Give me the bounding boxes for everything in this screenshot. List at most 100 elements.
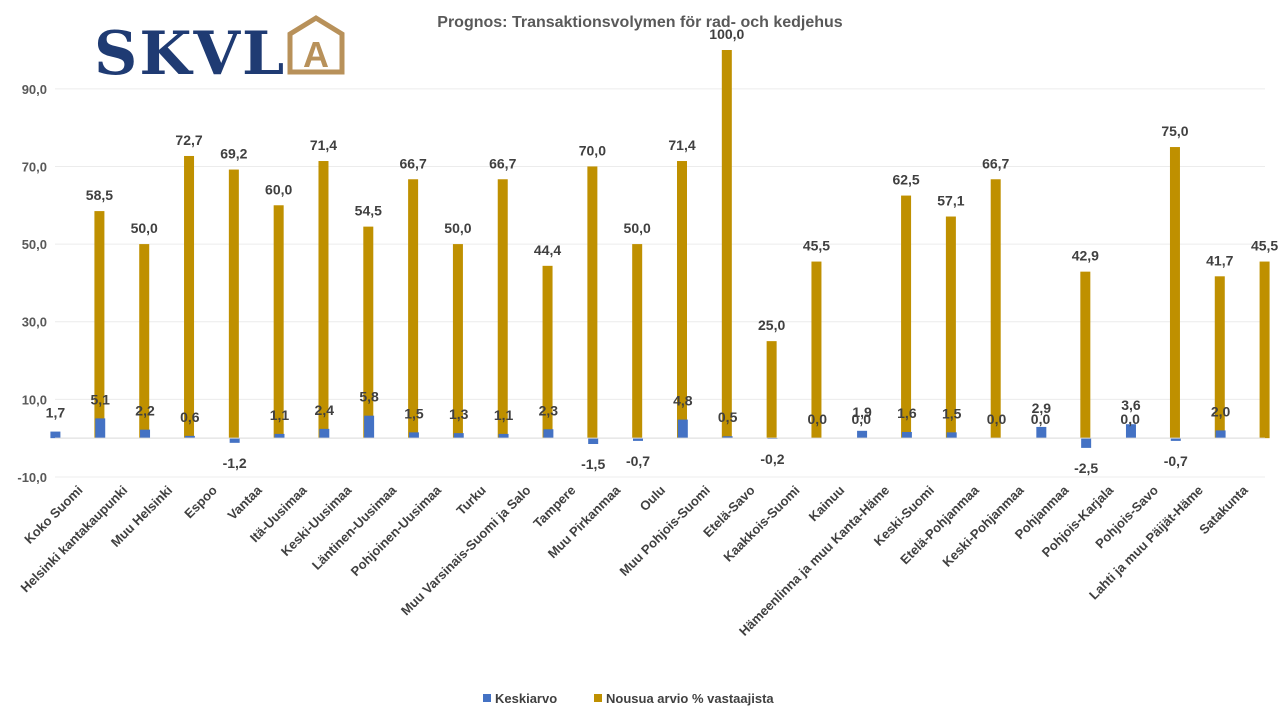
- data-label-nousua: 70,0: [579, 142, 606, 158]
- bar-keskiarvo: [1036, 426, 1047, 439]
- data-label-keskiarvo: 1,7: [46, 405, 66, 421]
- category-label: Etelä-Pohjanmaa: [897, 482, 982, 567]
- data-label-keskiarvo: 0,0: [808, 411, 828, 427]
- category-label: Kainuu: [806, 482, 848, 524]
- category-label: Muu Pohjois-Suomi: [617, 483, 713, 579]
- data-label-nousua: 66,7: [982, 155, 1009, 171]
- data-label-nousua: 72,7: [175, 132, 202, 148]
- bar-nousua: [766, 341, 777, 439]
- bar-nousua: [677, 161, 687, 439]
- bar-keskiarvo: [722, 436, 733, 439]
- category-label: Satakunta: [1196, 482, 1251, 537]
- legend: Keskiarvo Nousua arvio % vastaajista: [483, 691, 774, 706]
- logo-house-mark: A: [287, 15, 345, 75]
- bars: [50, 50, 1270, 448]
- data-label-keskiarvo: 4,8: [673, 393, 693, 409]
- bar-keskiarvo: [364, 415, 375, 439]
- bar-keskiarvo: [1125, 424, 1136, 439]
- data-label-keskiarvo: 1,1: [270, 407, 290, 423]
- chart-title: Prognos: Transaktionsvolymen för rad- oc…: [437, 14, 843, 31]
- bar-nousua: [901, 195, 912, 439]
- data-label-nousua: 69,2: [220, 146, 247, 162]
- data-label-keskiarvo: -1,2: [223, 455, 247, 471]
- bar-keskiarvo: [50, 431, 61, 439]
- bar-nousua: [452, 244, 463, 439]
- bar-nousua: [945, 216, 956, 439]
- data-label-keskiarvo: -0,7: [626, 453, 650, 469]
- data-label-nousua: 62,5: [892, 172, 919, 188]
- data-label-keskiarvo: 1,5: [942, 405, 962, 421]
- data-label-nousua: 25,0: [758, 317, 785, 333]
- y-tick-label: 10,0: [22, 392, 47, 407]
- bar-keskiarvo: [857, 430, 868, 439]
- data-label-keskiarvo: 5,8: [359, 389, 379, 405]
- y-tick-label: -10,0: [17, 470, 47, 485]
- bar-keskiarvo: [229, 438, 240, 443]
- skvl-logo: SKVL A: [94, 12, 354, 89]
- data-label-keskiarvo: 1,3: [449, 406, 469, 422]
- data-label-keskiarvo: 5,1: [90, 391, 110, 407]
- data-label-keskiarvo: 2,9: [1032, 400, 1052, 416]
- category-label: Oulu: [637, 482, 669, 514]
- y-tick-label: 90,0: [22, 82, 47, 97]
- data-label-keskiarvo: -2,5: [1074, 460, 1098, 476]
- data-label-nousua: 50,0: [444, 220, 471, 236]
- data-label-nousua: 57,1: [937, 193, 964, 209]
- data-label-keskiarvo: -0,7: [1164, 453, 1188, 469]
- data-label-keskiarvo: 0,0: [987, 411, 1007, 427]
- bar-nousua: [1259, 261, 1270, 439]
- logo-svg: SKVL A: [94, 15, 345, 89]
- category-label: Vantaa: [225, 482, 266, 523]
- bar-keskiarvo: [901, 431, 912, 439]
- bar-nousua: [228, 169, 239, 439]
- data-label-keskiarvo: 2,4: [315, 402, 335, 418]
- category-label: Pohjoinen-Uusimaa: [348, 482, 445, 579]
- data-label-keskiarvo: 1,9: [852, 404, 872, 420]
- bar-nousua: [273, 205, 284, 439]
- bar-nousua: [94, 211, 105, 439]
- bar-nousua: [1169, 147, 1180, 439]
- data-label-nousua: 45,5: [803, 238, 830, 254]
- data-label-nousua: 71,4: [310, 137, 337, 153]
- bar-keskiarvo: [1081, 438, 1092, 448]
- bar-keskiarvo: [408, 432, 419, 439]
- data-label-nousua: 66,7: [489, 155, 516, 171]
- data-label-keskiarvo: 2,0: [1211, 403, 1231, 419]
- data-label-nousua: 75,0: [1161, 123, 1188, 139]
- bar-keskiarvo: [140, 429, 151, 439]
- bar-keskiarvo: [95, 418, 106, 439]
- bar-keskiarvo: [184, 435, 195, 439]
- y-tick-label: 50,0: [22, 237, 47, 252]
- bar-keskiarvo: [677, 419, 688, 439]
- bar-nousua: [1214, 276, 1225, 439]
- legend-label-nousua: Nousua arvio % vastaajista: [606, 691, 774, 706]
- bar-nousua: [139, 244, 150, 439]
- data-label-nousua: 66,7: [399, 155, 426, 171]
- bar-keskiarvo: [1170, 438, 1181, 441]
- bar-nousua: [587, 166, 598, 439]
- data-label-keskiarvo: 1,6: [897, 405, 917, 421]
- bar-nousua: [721, 50, 732, 439]
- data-label-keskiarvo: 0,6: [180, 409, 200, 425]
- data-label-nousua: 60,0: [265, 181, 292, 197]
- bar-nousua: [990, 179, 1001, 439]
- data-label-keskiarvo: 1,5: [404, 405, 424, 421]
- data-label-keskiarvo: -0,2: [760, 451, 784, 467]
- bar-keskiarvo: [588, 438, 599, 445]
- data-label-nousua: 0,0: [852, 411, 872, 427]
- bar-keskiarvo: [1215, 430, 1226, 439]
- data-label-nousua: 50,0: [624, 220, 651, 236]
- category-label: Läntinen-Uusimaa: [309, 482, 400, 573]
- bar-nousua: [497, 179, 508, 439]
- data-label-nousua: 44,4: [534, 242, 561, 258]
- y-axis-ticks: -10,0 10,0 30,0 50,0 70,0 90,0: [17, 82, 47, 485]
- bar-keskiarvo: [453, 433, 464, 439]
- bar-nousua: [318, 161, 329, 439]
- bar-nousua: [632, 244, 643, 439]
- logo-mark-letter: A: [303, 34, 329, 75]
- logo-text: SKVL: [94, 19, 286, 82]
- legend-label-keskiarvo: Keskiarvo: [495, 691, 557, 706]
- data-label-nousua: 42,9: [1072, 248, 1099, 264]
